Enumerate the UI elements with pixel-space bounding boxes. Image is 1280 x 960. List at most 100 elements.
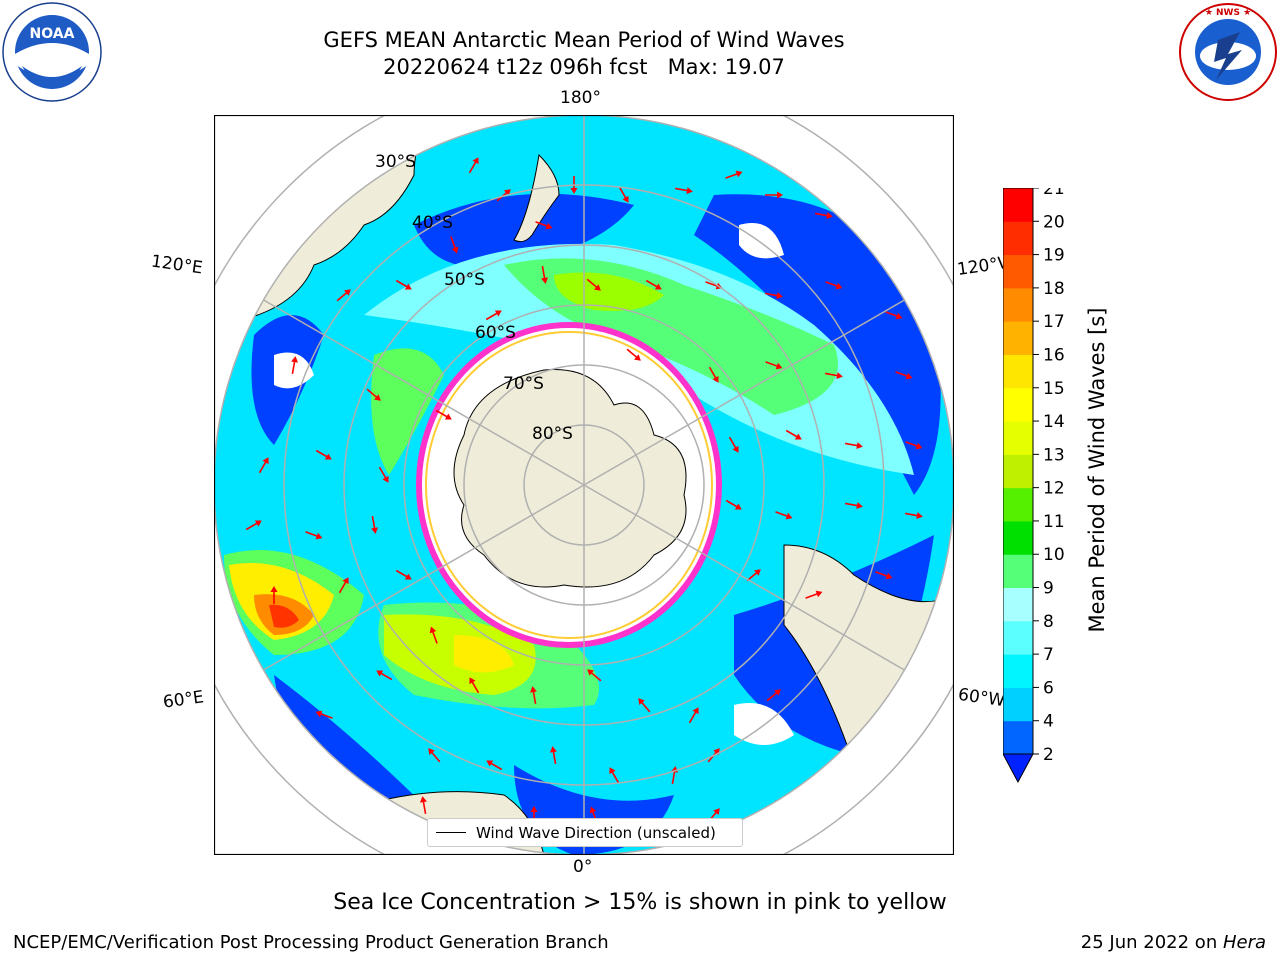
lat-label-70s: 70°S bbox=[503, 374, 544, 394]
wind-wave-arrow bbox=[708, 366, 719, 383]
wind-wave-arrow bbox=[530, 686, 537, 705]
colorbar-segment bbox=[1003, 321, 1033, 355]
wind-wave-arrow bbox=[395, 279, 412, 290]
wind-wave-arrow bbox=[626, 348, 641, 361]
wind-wave-arrow bbox=[336, 289, 351, 302]
colorbar-segment bbox=[1003, 487, 1033, 522]
colorbar-tick-label: 16 bbox=[1043, 345, 1065, 365]
meridian-line bbox=[583, 484, 905, 671]
wind-wave-arrow bbox=[844, 502, 863, 509]
wind-wave-arrow bbox=[766, 689, 781, 702]
wind-wave-arrow bbox=[904, 512, 923, 519]
colorbar-segment bbox=[1003, 254, 1033, 289]
wind-wave-arrow bbox=[485, 310, 502, 321]
wind-wave-arrow bbox=[688, 707, 699, 724]
chart-title: GEFS MEAN Antarctic Mean Period of Wind … bbox=[323, 28, 845, 52]
wind-wave-arrow bbox=[291, 356, 298, 375]
wind-wave-arrow bbox=[609, 767, 620, 784]
colorbar-tick-label: 11 bbox=[1043, 512, 1065, 532]
wind-wave-arrow bbox=[746, 569, 761, 582]
colorbar-tick-label: 18 bbox=[1043, 279, 1065, 299]
colorbar-tick-label: 20 bbox=[1043, 212, 1065, 232]
lat-label-60s: 60°S bbox=[475, 323, 516, 343]
lon-label-180: 180° bbox=[560, 88, 601, 108]
nws-logo-icon: ★ NWS ★ bbox=[1179, 3, 1277, 101]
colorbar-segment bbox=[1003, 454, 1033, 489]
wind-wave-arrow bbox=[875, 571, 893, 580]
noaa-logo-text: NOAA bbox=[30, 26, 75, 42]
wind-wave-arrow bbox=[587, 669, 602, 682]
wind-wave-arrow bbox=[315, 449, 332, 460]
wind-wave-arrow bbox=[305, 531, 323, 540]
colorbar-tick-label: 2 bbox=[1043, 745, 1054, 765]
wind-wave-arrow bbox=[674, 187, 693, 194]
wind-wave-arrow bbox=[725, 170, 743, 179]
colorbar-tick-label: 19 bbox=[1043, 246, 1065, 266]
wind-wave-arrow bbox=[550, 746, 557, 765]
meridian-line bbox=[263, 299, 585, 486]
wind-wave-arrow bbox=[885, 311, 903, 320]
colorbar-extend-arrow bbox=[1003, 753, 1034, 784]
wind-wave-arrow bbox=[905, 441, 923, 450]
wind-wave-arrow bbox=[469, 677, 480, 694]
wave-field-region bbox=[454, 635, 514, 673]
wind-wave-arrow bbox=[366, 388, 381, 401]
colorbar-segment bbox=[1003, 654, 1033, 688]
colorbar-segment bbox=[1003, 520, 1033, 555]
noaa-logo-icon: NOAA bbox=[2, 2, 102, 102]
wind-wave-arrow bbox=[258, 457, 269, 474]
colorbar-segment bbox=[1003, 421, 1033, 455]
colorbar: 2 4 6 7 8 9 10 11 12 13 14 15 16 17 18 19 20 21 bbox=[1003, 188, 1065, 784]
colorbar-tick-label: 21 bbox=[1043, 188, 1065, 199]
wave-field-region bbox=[734, 703, 794, 745]
wind-wave-arrow bbox=[765, 361, 783, 370]
landmass-new-zealand bbox=[513, 153, 560, 243]
wave-field-region bbox=[371, 348, 444, 475]
wind-wave-arrow bbox=[825, 281, 843, 290]
wind-wave-arrow bbox=[895, 371, 913, 380]
wind-wave-arrow bbox=[541, 265, 548, 284]
colorbar-tick-label: 8 bbox=[1043, 612, 1054, 632]
colorbar-segment bbox=[1003, 354, 1033, 389]
colorbar-tick-label: 7 bbox=[1043, 645, 1054, 665]
chart-subtitle: 20220624 t12z 096h fcst Max: 19.07 bbox=[383, 55, 785, 79]
colorbar-tick-label: 9 bbox=[1043, 579, 1054, 599]
legend-label: Wind Wave Direction (unscaled) bbox=[476, 823, 716, 842]
wind-wave-arrow bbox=[618, 186, 629, 203]
colorbar-tick-label: 10 bbox=[1043, 545, 1065, 565]
sea-ice-inner-edge bbox=[425, 331, 713, 639]
colorbar-segment bbox=[1003, 221, 1033, 256]
wind-wave-arrow bbox=[395, 569, 412, 580]
wind-wave-arrow bbox=[765, 191, 783, 199]
wind-wave-arrow bbox=[645, 279, 662, 290]
wind-wave-arrow bbox=[638, 698, 651, 713]
antarctica-landmass bbox=[453, 368, 687, 588]
lon-label-120e: 120°E bbox=[149, 251, 204, 279]
map-legend: Wind Wave Direction (unscaled) bbox=[427, 818, 743, 847]
wind-wave-arrow bbox=[371, 515, 378, 534]
wind-wave-arrow bbox=[728, 436, 739, 453]
wind-wave-arrow bbox=[764, 292, 783, 299]
wind-wave-arrow bbox=[570, 176, 578, 194]
lon-label-60w: 60°W bbox=[956, 684, 1007, 712]
footer-date: 25 Jun 2022 on Hera bbox=[1081, 932, 1266, 953]
wind-wave-arrow bbox=[486, 760, 503, 771]
wave-field-region bbox=[269, 604, 299, 628]
sea-ice-note: Sea Ice Concentration > 15% is shown in … bbox=[333, 890, 947, 915]
wave-field-region bbox=[739, 223, 784, 259]
wind-wave-arrow bbox=[535, 221, 553, 230]
lon-label-0: 0° bbox=[573, 857, 593, 877]
wind-wave-arrow bbox=[725, 499, 742, 510]
meridian-line bbox=[583, 299, 905, 486]
wind-wave-arrow bbox=[805, 590, 823, 599]
wind-wave-arrow bbox=[468, 157, 479, 174]
wind-wave-arrow bbox=[376, 670, 393, 681]
lat-label-80s: 80°S bbox=[532, 424, 573, 444]
wind-wave-arrow bbox=[450, 236, 459, 254]
wind-wave-arrow bbox=[338, 577, 349, 594]
map-panel bbox=[214, 115, 954, 855]
wind-wave-arrow bbox=[428, 748, 441, 763]
wind-wave-arrow bbox=[270, 586, 278, 604]
wind-wave-arrow bbox=[586, 278, 601, 291]
colorbar-tick-label: 17 bbox=[1043, 312, 1065, 332]
